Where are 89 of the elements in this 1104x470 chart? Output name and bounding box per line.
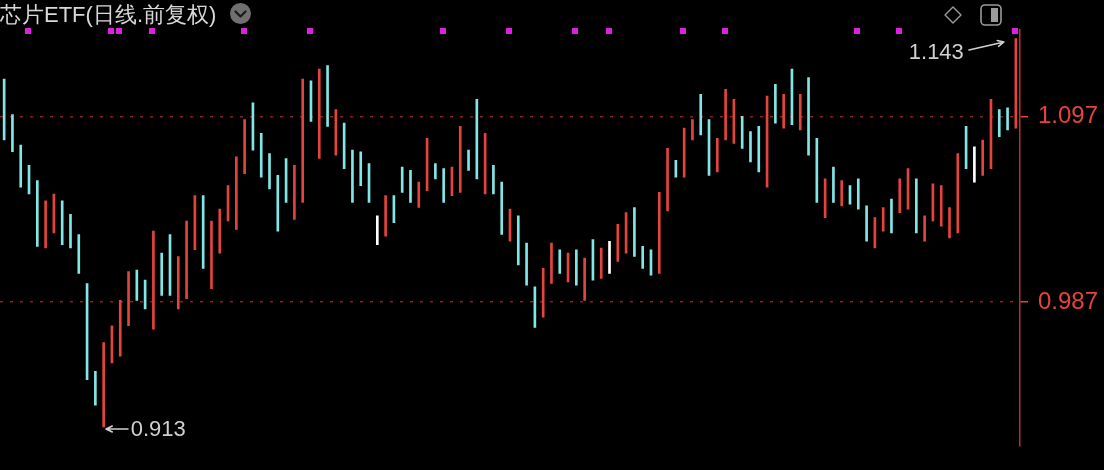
bar xyxy=(516,215,520,266)
bar xyxy=(210,220,213,289)
y-tick-label: 0.987 xyxy=(1038,286,1099,314)
bar xyxy=(666,148,669,212)
bar xyxy=(434,163,437,180)
bar xyxy=(118,300,122,357)
bar xyxy=(94,370,97,406)
bar xyxy=(939,185,943,227)
bar xyxy=(293,164,296,220)
bar xyxy=(898,178,902,213)
bar xyxy=(475,99,479,180)
bar xyxy=(583,257,586,301)
annotation: 0.913 xyxy=(130,416,186,442)
bar xyxy=(840,180,844,207)
bar xyxy=(467,149,470,171)
bar xyxy=(384,195,387,237)
bar xyxy=(19,144,23,188)
bar xyxy=(160,252,164,296)
bar xyxy=(351,149,354,203)
bar xyxy=(616,224,620,262)
bar xyxy=(326,65,329,127)
bar xyxy=(317,68,321,159)
bar xyxy=(259,132,263,178)
bar xyxy=(997,109,1001,137)
bar xyxy=(782,94,785,129)
bar xyxy=(691,119,694,141)
bar xyxy=(458,126,462,193)
bar xyxy=(35,180,39,247)
bar xyxy=(973,146,976,183)
bar xyxy=(740,115,744,149)
bar xyxy=(77,234,81,274)
bar xyxy=(699,94,703,136)
bar xyxy=(525,242,528,286)
bar xyxy=(865,205,868,242)
bar xyxy=(301,78,305,203)
bar xyxy=(832,166,835,203)
bar xyxy=(956,153,960,234)
bar xyxy=(757,126,761,173)
bar xyxy=(890,198,893,234)
bar xyxy=(243,119,246,175)
bar xyxy=(442,168,445,203)
bar xyxy=(881,207,885,232)
bar xyxy=(633,207,636,257)
bar xyxy=(60,200,64,245)
bar xyxy=(815,137,819,203)
bar xyxy=(856,178,860,210)
bar xyxy=(176,256,180,310)
bar xyxy=(102,342,105,428)
y-tick-label: 1.097 xyxy=(1038,100,1099,128)
bar xyxy=(185,220,188,300)
bar xyxy=(11,114,14,153)
bar xyxy=(541,267,545,318)
bar xyxy=(400,166,404,193)
bar xyxy=(915,178,918,234)
bar xyxy=(44,200,47,249)
bar xyxy=(558,249,562,274)
bar xyxy=(1006,107,1009,131)
bar xyxy=(359,151,363,186)
bar xyxy=(923,215,926,242)
bar xyxy=(948,207,951,239)
bar xyxy=(774,83,777,124)
bar xyxy=(599,247,603,279)
bar xyxy=(135,269,139,301)
bar xyxy=(657,191,661,274)
bar xyxy=(608,240,611,274)
bar xyxy=(550,242,553,284)
bar xyxy=(375,215,379,245)
bar xyxy=(575,249,578,286)
bar xyxy=(807,77,810,156)
bar xyxy=(127,271,130,327)
bar xyxy=(749,131,752,163)
chart-title: 芯片ETF(日线.前复权) xyxy=(0,2,217,28)
bar xyxy=(235,156,238,230)
bar xyxy=(715,137,719,173)
bar xyxy=(981,139,985,176)
bar xyxy=(641,246,645,269)
bar xyxy=(201,195,205,269)
bar xyxy=(409,170,412,203)
bar xyxy=(268,153,271,190)
bar xyxy=(500,181,504,235)
bar xyxy=(218,208,222,254)
bar xyxy=(152,230,155,330)
bar xyxy=(69,213,72,249)
bar xyxy=(492,164,495,195)
bar xyxy=(276,175,280,232)
bar xyxy=(798,94,802,131)
annotation: 1.143 xyxy=(908,38,964,64)
bar xyxy=(724,88,727,141)
bar xyxy=(417,181,421,208)
